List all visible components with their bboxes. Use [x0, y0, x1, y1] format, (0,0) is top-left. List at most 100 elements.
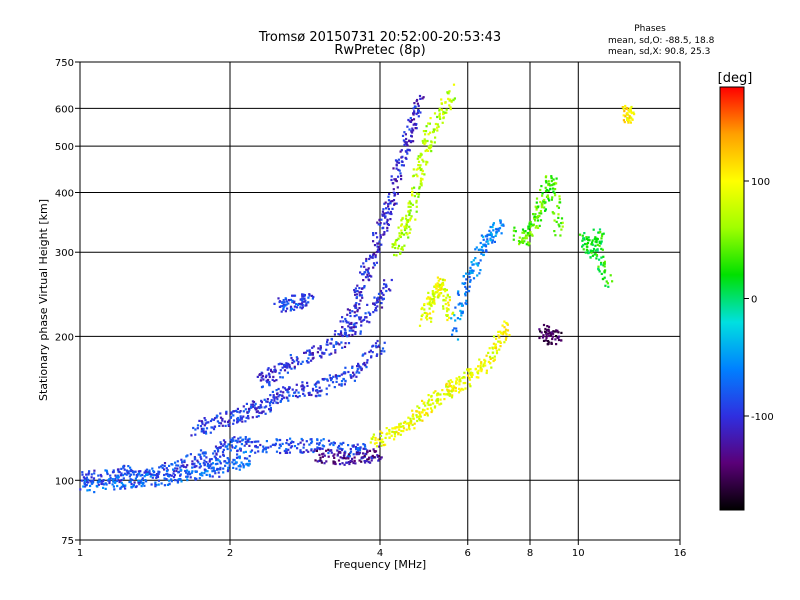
data-point [307, 301, 310, 304]
data-point [364, 452, 367, 455]
data-point [311, 346, 314, 349]
data-point [362, 452, 365, 455]
data-point [517, 240, 521, 243]
data-point [521, 231, 524, 234]
data-point [293, 308, 296, 311]
data-point [180, 464, 183, 467]
data-point [479, 366, 482, 369]
data-point [222, 448, 225, 451]
data-point [622, 114, 625, 117]
data-point [191, 460, 194, 463]
data-point [376, 339, 379, 343]
data-point [226, 462, 229, 465]
data-point [454, 306, 457, 309]
data-point [535, 225, 538, 228]
data-point [231, 461, 234, 464]
data-point [255, 415, 258, 418]
data-point [421, 158, 424, 161]
data-point [534, 219, 537, 222]
data-point [167, 474, 170, 477]
data-point [341, 346, 344, 349]
data-point [317, 347, 320, 350]
data-point [267, 378, 270, 382]
data-point [405, 231, 408, 235]
data-point [387, 202, 390, 205]
data-point [598, 258, 601, 261]
data-point [555, 335, 558, 338]
data-point [453, 386, 456, 389]
data-point [447, 304, 450, 307]
data-point [350, 321, 353, 325]
data-point [351, 310, 354, 313]
data-point [403, 225, 406, 228]
data-point [244, 438, 247, 441]
data-point [554, 194, 557, 197]
data-point [594, 249, 597, 252]
data-point [544, 179, 548, 183]
data-point [106, 471, 109, 474]
data-point [288, 386, 291, 389]
data-point [435, 284, 438, 287]
data-point [439, 393, 442, 396]
y-tick-label: 300 [55, 248, 74, 259]
data-point [262, 448, 265, 451]
data-point [471, 373, 474, 376]
data-point [423, 303, 426, 306]
data-point [418, 187, 421, 190]
data-point [248, 444, 251, 447]
data-point [237, 437, 240, 440]
data-point [90, 473, 93, 476]
data-point [254, 407, 257, 410]
data-point [590, 243, 593, 246]
data-point [407, 118, 410, 122]
data-point [374, 436, 377, 440]
data-point [275, 379, 278, 382]
data-point [347, 321, 350, 324]
data-point [477, 376, 480, 379]
data-point [431, 131, 435, 134]
data-point [345, 319, 348, 323]
data-point [434, 283, 437, 286]
data-point [180, 458, 183, 461]
data-point [202, 451, 206, 455]
data-point [434, 405, 437, 408]
data-point [350, 327, 353, 330]
data-point [161, 466, 164, 470]
data-point [284, 451, 287, 454]
data-point [293, 360, 296, 363]
data-point [132, 471, 135, 474]
data-point [434, 390, 437, 393]
data-point [594, 236, 597, 239]
data-point [276, 401, 279, 405]
data-point [389, 202, 392, 205]
data-point [438, 403, 441, 406]
data-point [251, 405, 254, 408]
data-point [539, 200, 542, 204]
data-point [227, 423, 230, 426]
data-point [484, 245, 488, 248]
data-point [491, 347, 494, 350]
data-point [301, 306, 304, 309]
data-point [393, 435, 397, 438]
data-point [430, 394, 433, 398]
data-point [464, 292, 467, 295]
data-point [555, 343, 558, 346]
data-point [393, 202, 396, 205]
data-point [395, 254, 398, 257]
data-point [238, 411, 241, 414]
data-point [465, 287, 468, 290]
data-point [425, 163, 428, 166]
data-point [378, 445, 381, 448]
data-point [465, 291, 468, 294]
data-point [401, 134, 405, 137]
data-point [262, 410, 265, 413]
data-point [340, 341, 343, 344]
data-point [302, 387, 305, 390]
data-point [122, 485, 125, 488]
data-point [222, 467, 225, 470]
data-point [335, 343, 338, 346]
data-point [194, 428, 197, 431]
data-point [374, 256, 377, 259]
data-point [603, 265, 606, 268]
data-point [285, 303, 288, 306]
